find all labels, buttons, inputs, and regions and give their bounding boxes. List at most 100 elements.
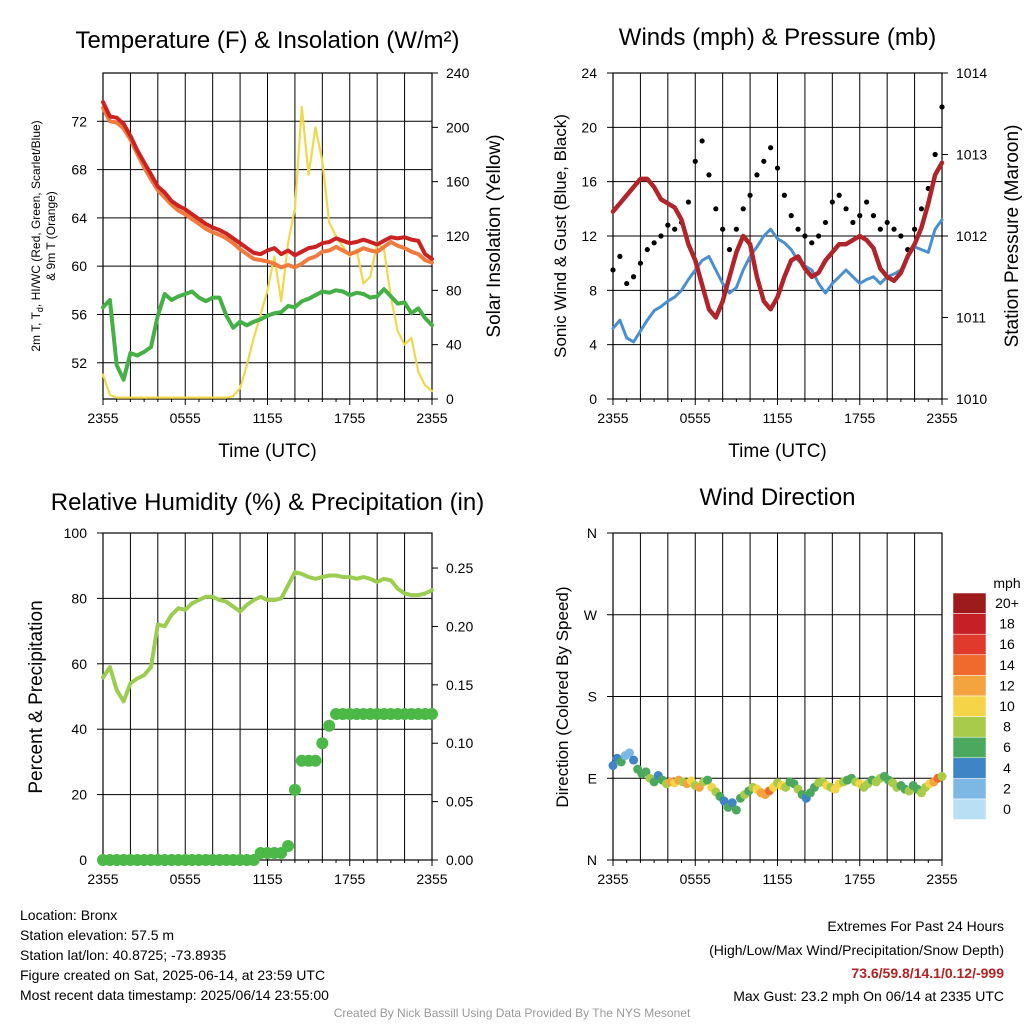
x-tick-label: 2355: [416, 871, 447, 887]
footer-recent: Most recent data timestamp: 2025/06/14 2…: [20, 987, 329, 1003]
x-tick-label: 2355: [926, 410, 957, 426]
max-gust: Max Gust: 23.2 mph On 06/14 at 2335 UTC: [733, 988, 1004, 1004]
chart-title: Temperature (F) & Insolation (W/m²): [75, 27, 459, 54]
colorbar-swatch: [952, 716, 987, 738]
y2-tick-label: 0: [446, 391, 454, 407]
y2-tick-label: 1010: [956, 391, 987, 407]
precip-dot: [316, 737, 329, 750]
x-tick-label: 0555: [170, 871, 201, 887]
gust-dot: [870, 213, 877, 219]
y2-tick-label: 1014: [956, 65, 987, 81]
y-axis-label-line2: & 9m T (Orange): [44, 191, 58, 281]
y-tick-label: 60: [71, 656, 87, 672]
gust-dot: [692, 158, 698, 164]
colorbar-swatch: [952, 778, 987, 800]
colorbar-title: mph: [993, 575, 1020, 591]
gust-dot: [836, 192, 842, 198]
gust-dot: [651, 240, 657, 246]
x-tick-label: 1755: [844, 871, 875, 887]
gust-dot: [781, 192, 787, 198]
gust-dot: [843, 206, 849, 212]
colorbar-label: 10: [999, 698, 1015, 714]
x-tick-label: 1155: [252, 410, 282, 426]
temp-9m-line: [101, 106, 434, 270]
y-tick-label: 12: [581, 228, 597, 244]
y-axis-label: Direction (Colored By Speed): [553, 586, 572, 807]
y2-tick-label: 160: [446, 174, 470, 190]
gust-dot: [774, 165, 781, 171]
y2-tick-label: 0.10: [446, 735, 473, 751]
gust-dot: [795, 226, 801, 232]
x-tick-label: 2355: [597, 871, 628, 887]
y2-tick-label: 240: [446, 65, 470, 81]
y2-tick-label: 0.05: [446, 794, 473, 810]
gust-dot: [733, 226, 739, 232]
y-tick-label: 72: [71, 113, 87, 129]
colorbar-label: 20+: [995, 595, 1019, 611]
gust-dot: [829, 199, 835, 205]
gust-dot: [939, 104, 945, 110]
colorbar-swatch: [952, 592, 987, 614]
footer-latlon: Station lat/lon: 40.8725; -73.8935: [20, 947, 227, 963]
gust-dot: [768, 145, 774, 151]
direction-point: [629, 755, 639, 765]
direction-point: [703, 775, 713, 785]
gust-dot: [761, 158, 767, 164]
y-axis-label: Sonic Wind & Gust (Blue, Black): [551, 114, 570, 358]
gust-dot: [740, 206, 746, 212]
y-tick-label: 20: [71, 787, 87, 803]
chart-title: Wind Direction: [699, 484, 855, 511]
y2-tick-label: 1013: [956, 147, 987, 163]
direction-point: [731, 805, 741, 815]
gust-dot: [630, 274, 637, 280]
gust-dot: [699, 138, 705, 144]
gust-dot: [816, 233, 822, 239]
colorbar-label: 0: [1003, 801, 1011, 817]
gust-dot: [665, 222, 671, 228]
gust-dot: [802, 233, 808, 239]
humidity-line: [101, 570, 434, 704]
colorbar-label: 12: [999, 677, 1015, 693]
temp-2m-line: [101, 100, 434, 261]
x-tick-label: 1755: [334, 871, 365, 887]
y2-tick-label: 200: [446, 119, 470, 135]
gust-dot: [685, 199, 691, 205]
y2-tick-label: 1011: [956, 310, 986, 326]
y2-tick-label: 1012: [956, 228, 987, 244]
gust-dot: [754, 172, 760, 178]
y-tick-label: S: [588, 689, 597, 705]
gust-dot: [624, 280, 630, 287]
y-tick-label: 0: [79, 852, 87, 868]
colorbar-swatch: [952, 613, 987, 635]
gust-dot: [809, 240, 815, 246]
gust-dot: [658, 233, 664, 239]
y-tick-label: 100: [64, 525, 88, 541]
gust-dot: [747, 192, 753, 198]
x-tick-label: 1155: [762, 871, 792, 887]
footer-location: Location: Bronx: [20, 907, 118, 923]
gust-dot: [617, 253, 623, 259]
gust-dot: [720, 226, 726, 232]
gust-dot: [610, 267, 616, 273]
colorbar-label: 14: [999, 657, 1015, 673]
y-tick-label: 0: [589, 391, 597, 407]
y-tick-label: 16: [581, 174, 597, 190]
y2-axis-label: Solar Insolation (Yellow): [484, 134, 505, 337]
pressure-line: [610, 160, 945, 320]
gust-dot: [713, 206, 719, 212]
y-tick-label: N: [587, 852, 597, 868]
x-tick-label: 1755: [844, 410, 875, 426]
precip-dot: [282, 839, 295, 852]
chart-title: Winds (mph) & Pressure (mb): [619, 24, 936, 51]
y-tick-label: 40: [71, 721, 87, 737]
gust-dot: [672, 226, 678, 232]
x-axis-label: Time (UTC): [728, 441, 827, 462]
direction-point: [641, 767, 651, 777]
gust-dot: [911, 226, 918, 232]
y-axis-label: Percent & Precipitation: [26, 600, 47, 793]
x-tick-label: 2355: [597, 410, 628, 426]
y-tick-label: 20: [581, 119, 597, 135]
colorbar-swatch: [952, 798, 987, 820]
y-tick-label: 24: [581, 65, 597, 81]
y2-axis-label: Station Pressure (Maroon): [1002, 125, 1023, 348]
